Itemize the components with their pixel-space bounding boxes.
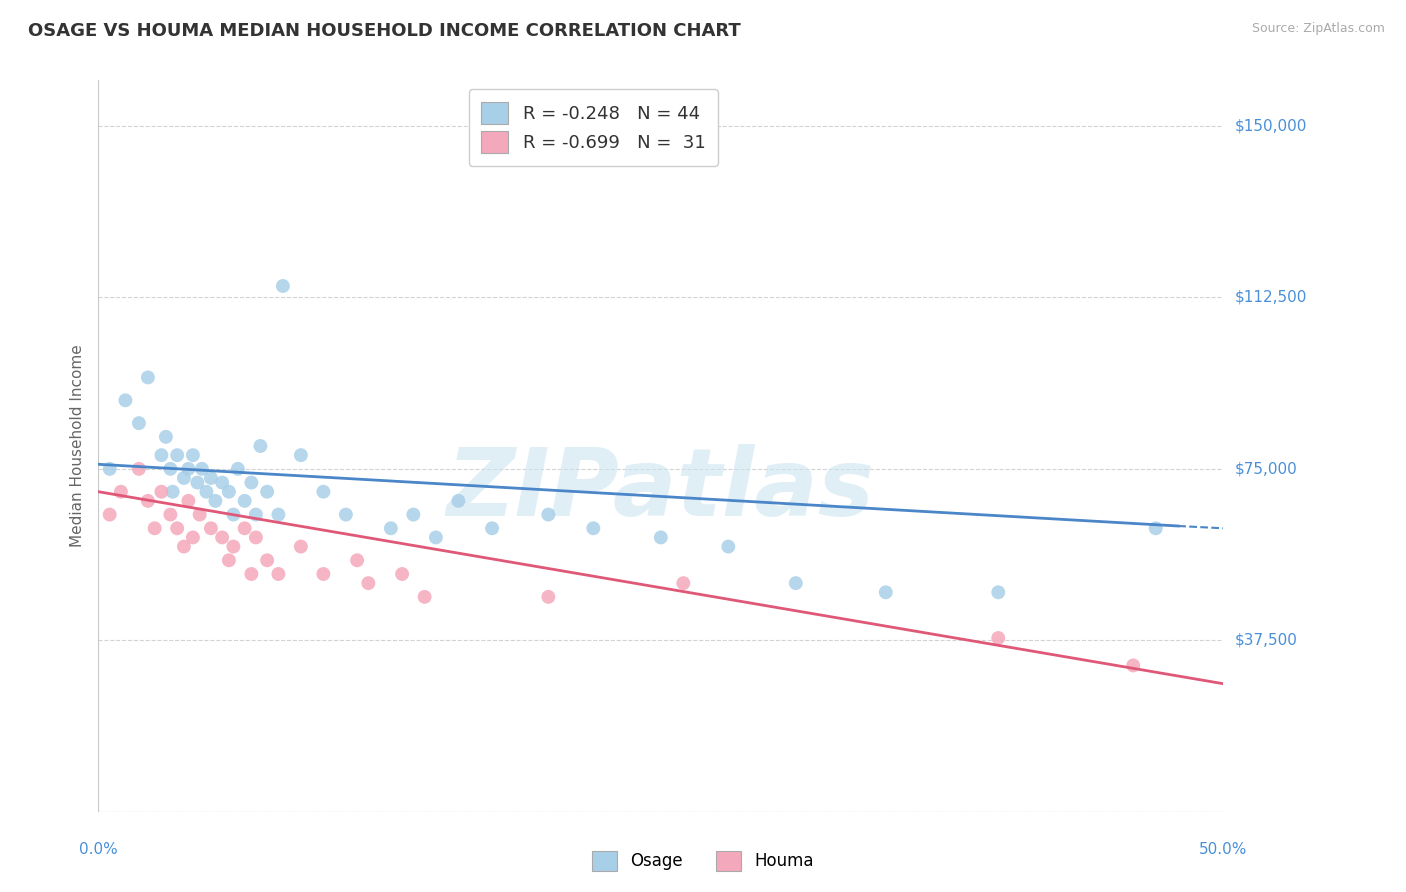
Point <box>162 484 184 499</box>
Point <box>267 508 290 522</box>
Point <box>226 462 249 476</box>
Text: $112,500: $112,500 <box>1234 290 1306 305</box>
Point <box>233 521 256 535</box>
Point <box>143 521 166 535</box>
Point <box>218 553 240 567</box>
Point <box>537 590 560 604</box>
Point <box>240 475 263 490</box>
Point <box>312 567 335 582</box>
Point <box>150 484 173 499</box>
Text: OSAGE VS HOUMA MEDIAN HOUSEHOLD INCOME CORRELATION CHART: OSAGE VS HOUMA MEDIAN HOUSEHOLD INCOME C… <box>28 22 741 40</box>
Point <box>582 521 605 535</box>
Point <box>425 530 447 544</box>
Text: ZIPatlas: ZIPatlas <box>447 444 875 536</box>
Point <box>233 493 256 508</box>
Point <box>413 590 436 604</box>
Point <box>245 508 267 522</box>
Point <box>200 521 222 535</box>
Text: Source: ZipAtlas.com: Source: ZipAtlas.com <box>1251 22 1385 36</box>
Text: $37,500: $37,500 <box>1234 632 1298 648</box>
Point <box>218 484 240 499</box>
Point <box>200 471 222 485</box>
Point <box>136 370 159 384</box>
Point <box>222 508 245 522</box>
Point <box>875 585 897 599</box>
Point <box>256 553 278 567</box>
Point <box>1144 521 1167 535</box>
Point <box>650 530 672 544</box>
Point <box>537 508 560 522</box>
Point <box>1122 658 1144 673</box>
Y-axis label: Median Household Income: Median Household Income <box>69 344 84 548</box>
Point <box>98 508 121 522</box>
Point <box>380 521 402 535</box>
Point <box>717 540 740 554</box>
Point <box>181 448 204 462</box>
Point <box>447 493 470 508</box>
Point <box>159 508 181 522</box>
Point <box>312 484 335 499</box>
Point <box>211 475 233 490</box>
Point <box>186 475 208 490</box>
Point <box>181 530 204 544</box>
Point <box>672 576 695 591</box>
Point <box>481 521 503 535</box>
Legend: Osage, Houma: Osage, Houma <box>583 842 823 880</box>
Point <box>357 576 380 591</box>
Point <box>159 462 181 476</box>
Point <box>987 631 1010 645</box>
Text: 50.0%: 50.0% <box>1199 842 1247 857</box>
Text: $150,000: $150,000 <box>1234 119 1306 134</box>
Point <box>211 530 233 544</box>
Point <box>155 430 177 444</box>
Point <box>204 493 226 508</box>
Text: $75,000: $75,000 <box>1234 461 1298 476</box>
Point <box>166 448 188 462</box>
Point <box>177 462 200 476</box>
Point <box>128 462 150 476</box>
Point <box>128 416 150 430</box>
Legend: R = -0.248   N = 44, R = -0.699   N =  31: R = -0.248 N = 44, R = -0.699 N = 31 <box>468 89 718 166</box>
Point <box>785 576 807 591</box>
Point <box>191 462 214 476</box>
Point <box>222 540 245 554</box>
Text: 0.0%: 0.0% <box>79 842 118 857</box>
Point <box>335 508 357 522</box>
Point <box>136 493 159 508</box>
Point <box>173 540 195 554</box>
Point <box>391 567 413 582</box>
Point <box>271 279 294 293</box>
Point <box>346 553 368 567</box>
Point <box>240 567 263 582</box>
Point <box>114 393 136 408</box>
Point <box>173 471 195 485</box>
Point <box>177 493 200 508</box>
Point <box>290 448 312 462</box>
Point <box>166 521 188 535</box>
Point <box>110 484 132 499</box>
Point <box>249 439 271 453</box>
Point <box>245 530 267 544</box>
Point <box>290 540 312 554</box>
Point <box>987 585 1010 599</box>
Point <box>402 508 425 522</box>
Point <box>98 462 121 476</box>
Point <box>188 508 211 522</box>
Point <box>195 484 218 499</box>
Point <box>267 567 290 582</box>
Point <box>150 448 173 462</box>
Point <box>256 484 278 499</box>
